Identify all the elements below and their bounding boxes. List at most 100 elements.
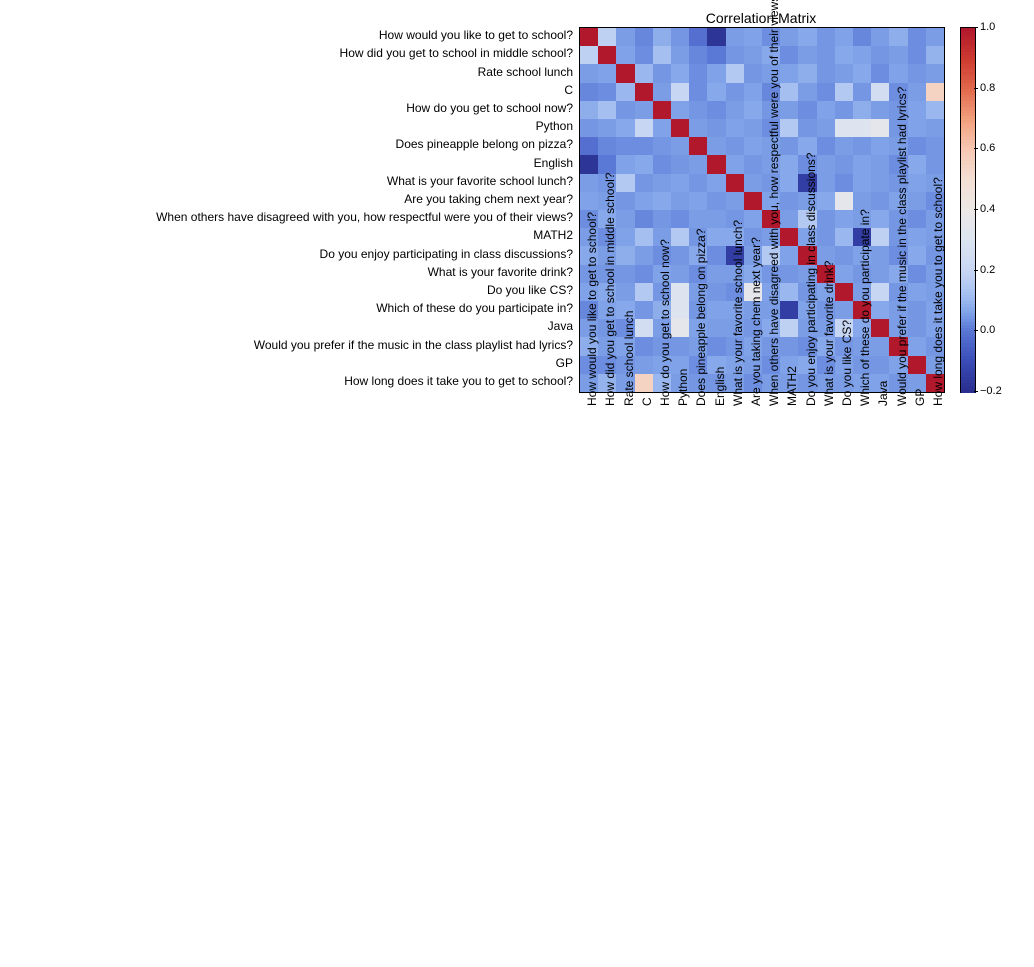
y-axis-label: English xyxy=(534,156,573,170)
x-axis-label: Does pineapple belong on pizza? xyxy=(694,229,708,406)
heatmap-cell xyxy=(744,210,763,229)
x-axis-label: Which of these do you participate in? xyxy=(858,209,872,406)
heatmap-cell xyxy=(671,246,690,265)
heatmap-cell xyxy=(616,155,635,174)
heatmap-cell xyxy=(835,246,854,265)
heatmap-cell xyxy=(707,265,726,284)
heatmap-cell xyxy=(707,301,726,320)
x-axis-label: How did you get to school in middle scho… xyxy=(603,173,617,406)
heatmap-cell xyxy=(671,228,690,247)
heatmap-cell xyxy=(671,83,690,102)
heatmap-cell xyxy=(616,28,635,47)
heatmap-cell xyxy=(780,101,799,120)
heatmap-cell xyxy=(726,64,745,83)
heatmap-cell xyxy=(835,155,854,174)
heatmap-cell xyxy=(798,83,817,102)
heatmap-cell xyxy=(908,246,927,265)
heatmap-cell xyxy=(635,101,654,120)
heatmap-cell xyxy=(817,210,836,229)
heatmap-cell xyxy=(817,101,836,120)
x-axis-label: C xyxy=(640,397,654,406)
heatmap-cell xyxy=(635,119,654,138)
heatmap-cell xyxy=(616,246,635,265)
heatmap-cell xyxy=(853,101,872,120)
heatmap-cell xyxy=(798,46,817,65)
heatmap-cell xyxy=(835,46,854,65)
heatmap-cell xyxy=(926,28,945,47)
heatmap-cell xyxy=(635,64,654,83)
heatmap-cell xyxy=(707,64,726,83)
heatmap-cell xyxy=(780,174,799,193)
heatmap-cell xyxy=(908,319,927,338)
heatmap-cell xyxy=(653,155,672,174)
y-axis-label: Does pineapple belong on pizza? xyxy=(396,137,573,151)
heatmap-cell xyxy=(671,174,690,193)
heatmap-cell xyxy=(871,155,890,174)
heatmap-cell xyxy=(780,119,799,138)
heatmap-cell xyxy=(744,119,763,138)
heatmap-cell xyxy=(580,64,599,83)
colorbar-tick-label: 0.0 xyxy=(980,324,995,336)
heatmap-cell xyxy=(835,64,854,83)
heatmap-cell xyxy=(835,28,854,47)
heatmap-cell xyxy=(598,137,617,156)
heatmap-cell xyxy=(871,319,890,338)
heatmap-cell xyxy=(635,174,654,193)
heatmap-cell xyxy=(616,137,635,156)
heatmap-cell xyxy=(744,83,763,102)
colorbar-tick-label: −0.2 xyxy=(980,385,1002,397)
heatmap-cell xyxy=(707,283,726,302)
x-axis-label: What is your favorite school lunch? xyxy=(731,220,745,406)
x-axis-label: How long does it take you to get to scho… xyxy=(931,177,945,406)
heatmap-cell xyxy=(853,155,872,174)
chart-title: Correlation Matrix xyxy=(579,10,943,26)
y-axis-label: MATH2 xyxy=(533,228,573,242)
heatmap-cell xyxy=(653,210,672,229)
heatmap-cell xyxy=(616,228,635,247)
heatmap-cell xyxy=(835,119,854,138)
heatmap-cell xyxy=(835,174,854,193)
heatmap-cell xyxy=(780,137,799,156)
heatmap-cell xyxy=(580,83,599,102)
heatmap-cell xyxy=(580,192,599,211)
y-axis-label: How long does it take you to get to scho… xyxy=(344,374,573,388)
heatmap-cell xyxy=(835,283,854,302)
heatmap-cell xyxy=(908,356,927,375)
colorbar-tick-label: 0.8 xyxy=(980,82,995,94)
heatmap-cell xyxy=(671,28,690,47)
heatmap-cell xyxy=(580,46,599,65)
heatmap-cell xyxy=(671,337,690,356)
heatmap-cell xyxy=(707,83,726,102)
heatmap-cell xyxy=(817,64,836,83)
heatmap-cell xyxy=(635,228,654,247)
heatmap-cell xyxy=(707,101,726,120)
heatmap-cell xyxy=(635,46,654,65)
heatmap-cell xyxy=(817,192,836,211)
y-axis-label: When others have disagreed with you, how… xyxy=(156,210,573,224)
heatmap-cell xyxy=(598,28,617,47)
x-axis-label: Rate school lunch xyxy=(622,311,636,406)
heatmap-cell xyxy=(780,46,799,65)
heatmap-cell xyxy=(926,137,945,156)
heatmap-cell xyxy=(871,174,890,193)
heatmap-cell xyxy=(580,119,599,138)
heatmap-cell xyxy=(926,119,945,138)
heatmap-cell xyxy=(871,210,890,229)
heatmap-cell xyxy=(780,301,799,320)
heatmap-cell xyxy=(726,174,745,193)
heatmap-cell xyxy=(817,174,836,193)
heatmap-cell xyxy=(908,301,927,320)
heatmap-cell xyxy=(653,28,672,47)
heatmap-cell xyxy=(744,28,763,47)
heatmap-cell xyxy=(580,174,599,193)
heatmap-cell xyxy=(635,283,654,302)
heatmap-cell xyxy=(889,46,908,65)
y-axis-label: What is your favorite drink? xyxy=(428,265,573,279)
y-axis-label: How do you get to school now? xyxy=(406,101,573,115)
heatmap-cell xyxy=(653,119,672,138)
heatmap-cell xyxy=(653,137,672,156)
heatmap-cell xyxy=(817,137,836,156)
heatmap-cell xyxy=(635,356,654,375)
heatmap-cell xyxy=(689,119,708,138)
heatmap-cell xyxy=(926,101,945,120)
